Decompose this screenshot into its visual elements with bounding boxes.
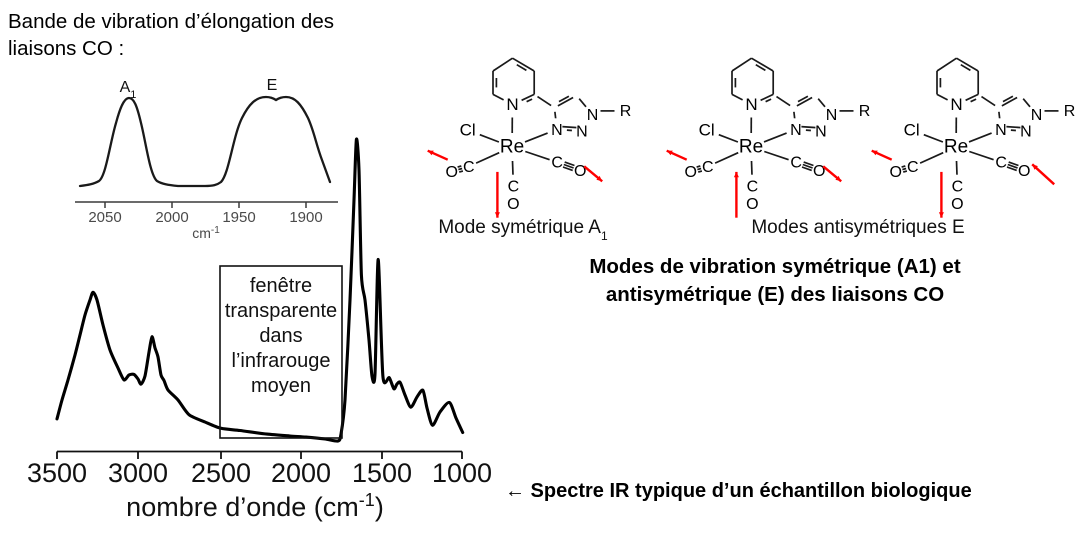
svg-text:R: R [1064,103,1076,120]
svg-text:O: O [746,196,758,213]
svg-text:R: R [620,103,632,120]
svg-text:O: O [1018,163,1030,180]
svg-text:N: N [995,122,1007,139]
svg-text:Mode symétrique A1: Mode symétrique A1 [438,217,608,243]
svg-text:R: R [859,103,871,120]
svg-text:C: C [551,155,563,172]
svg-text:N: N [826,107,838,124]
svg-text:N: N [587,107,599,124]
svg-text:Re: Re [944,137,968,158]
svg-text:N: N [576,124,588,141]
svg-text:N: N [950,95,962,114]
svg-text:O: O [445,164,457,181]
svg-text:C: C [702,159,714,176]
svg-text:O: O [813,163,825,180]
svg-text:Cl: Cl [699,121,715,140]
svg-text:O: O [889,164,901,181]
svg-text:C: C [463,159,475,176]
svg-text:O: O [574,163,586,180]
svg-text:Re: Re [500,137,524,158]
svg-text:Re: Re [739,137,763,158]
svg-text:N: N [815,124,827,141]
svg-text:N: N [1031,107,1043,124]
svg-text:C: C [995,155,1007,172]
svg-text:N: N [506,95,518,114]
svg-text:Modes antisymétriques E: Modes antisymétriques E [751,217,964,238]
svg-text:O: O [507,196,519,213]
svg-text:Cl: Cl [460,121,476,140]
svg-text:N: N [1020,124,1032,141]
svg-text:O: O [951,196,963,213]
svg-text:N: N [551,122,563,139]
svg-text:C: C [790,155,802,172]
svg-text:O: O [684,164,696,181]
svg-text:Cl: Cl [904,121,920,140]
svg-text:C: C [907,159,919,176]
svg-text:N: N [745,95,757,114]
svg-text:N: N [790,122,802,139]
